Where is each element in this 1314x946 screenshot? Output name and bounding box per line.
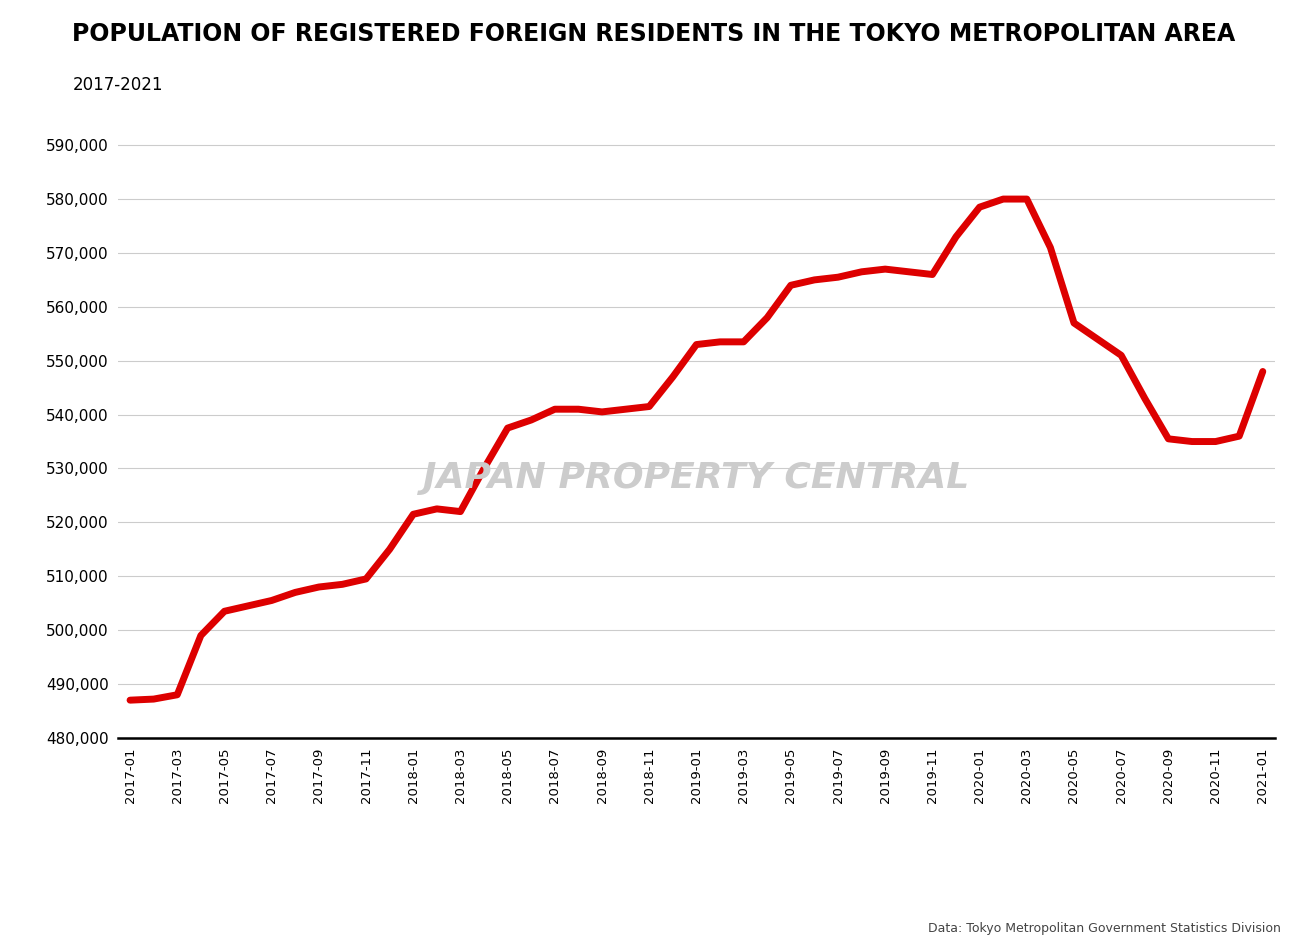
Text: JAPAN PROPERTY CENTRAL: JAPAN PROPERTY CENTRAL <box>423 461 970 495</box>
Text: POPULATION OF REGISTERED FOREIGN RESIDENTS IN THE TOKYO METROPOLITAN AREA: POPULATION OF REGISTERED FOREIGN RESIDEN… <box>72 22 1235 45</box>
Text: Data: Tokyo Metropolitan Government Statistics Division: Data: Tokyo Metropolitan Government Stat… <box>928 921 1281 935</box>
Text: 2017-2021: 2017-2021 <box>72 76 163 94</box>
